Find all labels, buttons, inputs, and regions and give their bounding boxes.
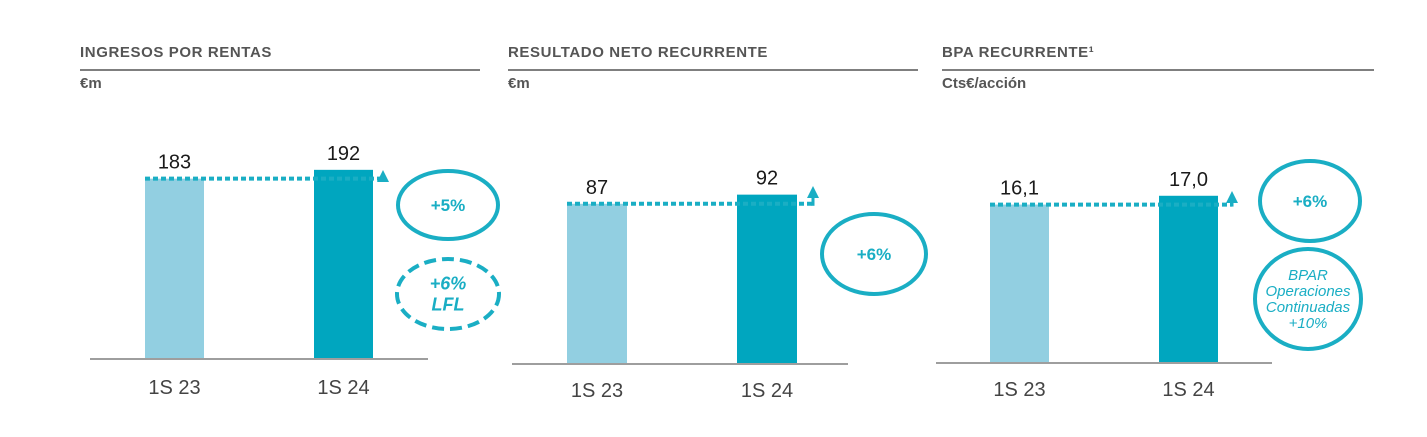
x-tick-label: 1S 23 — [148, 377, 200, 399]
unit-label: €m — [80, 75, 102, 92]
title-divider — [80, 69, 480, 71]
badge-label: Operaciones — [1265, 283, 1351, 300]
bar-current — [737, 194, 797, 363]
badge-label: +6% — [430, 274, 467, 294]
x-tick-label: 1S 23 — [571, 380, 623, 402]
badge-label: +6% — [1293, 192, 1328, 211]
growth-badge — [396, 169, 500, 241]
unit-label: Cts€/acción — [942, 75, 1027, 92]
x-tick-label: 1S 23 — [993, 379, 1045, 401]
bar-current — [1159, 195, 1218, 362]
data-label: 192 — [327, 143, 360, 165]
chart-title: RESULTADO NETO RECURRENTE — [508, 44, 769, 61]
unit-label: €m — [508, 75, 530, 92]
title-divider — [942, 69, 1374, 71]
bar-prior — [145, 178, 204, 358]
bar-prior — [990, 204, 1049, 362]
bar-chart-bpa: 16,1 1S 23 17,0 1S 24 +6% BPAROperacionesCont… — [936, 159, 1363, 401]
growth-arrow-head — [377, 170, 389, 182]
bar-prior — [567, 203, 627, 363]
growth-arrow-head — [807, 186, 819, 198]
badge-label: LFL — [432, 295, 465, 315]
chart-panel-resultado-neto: RESULTADO NETO RECURRENTE €m 87 1S 23 92 1S… — [508, 0, 928, 437]
badge-label: BPAR — [1288, 267, 1328, 284]
growth-badge — [1258, 159, 1362, 243]
chart-panel-bpa: BPA RECURRENTE¹ Cts€/acción 16,1 1S 23 17,… — [936, 0, 1374, 437]
x-tick-label: 1S 24 — [741, 380, 793, 402]
data-label: 92 — [756, 168, 778, 190]
growth-badge — [820, 212, 928, 296]
bar-chart-ingresos: 183 1S 23 192 1S 24 +5% +6%LFL — [90, 143, 501, 399]
growth-badge — [1253, 247, 1363, 351]
data-label: 87 — [586, 177, 608, 199]
badge-label: +6% — [857, 245, 892, 264]
data-label: 17,0 — [1169, 169, 1208, 191]
data-label: 16,1 — [1000, 178, 1039, 200]
growth-arrow-head — [1226, 191, 1238, 203]
chart-title: BPA RECURRENTE¹ — [942, 44, 1095, 61]
x-tick-label: 1S 24 — [1162, 379, 1214, 401]
chart-panel-ingresos: INGRESOS POR RENTAS €m 183 1S 23 192 1S 24 +… — [80, 0, 501, 437]
badge-label: +5% — [431, 196, 466, 215]
x-tick-label: 1S 24 — [317, 377, 369, 399]
chart-title: INGRESOS POR RENTAS — [80, 44, 272, 61]
bar-chart-resultado-neto: 87 1S 23 92 1S 24 +6% — [512, 168, 928, 402]
growth-badge — [395, 257, 501, 331]
bar-current — [314, 169, 373, 358]
data-label: 183 — [158, 152, 191, 174]
title-divider — [508, 69, 918, 71]
badge-label: Continuadas — [1266, 299, 1351, 316]
badge-label: +10% — [1289, 315, 1328, 332]
